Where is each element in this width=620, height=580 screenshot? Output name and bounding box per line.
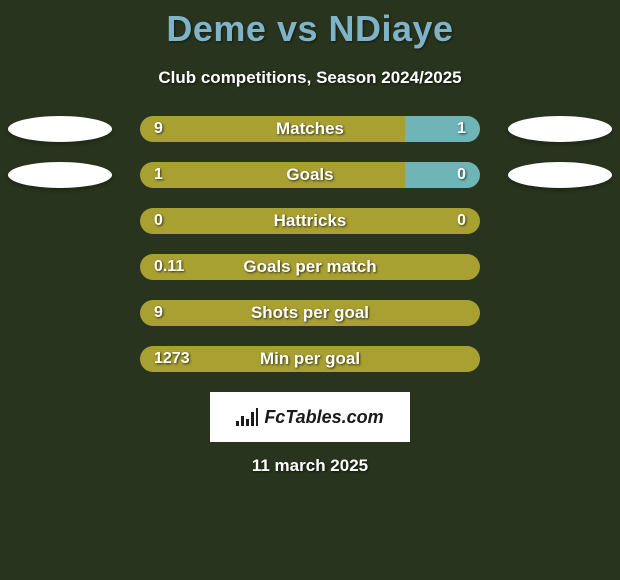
page-subtitle: Club competitions, Season 2024/2025 <box>0 68 620 88</box>
logo-box: FcTables.com <box>210 392 410 442</box>
stat-bar: 9Shots per goal <box>140 300 480 326</box>
stat-bar-right <box>405 162 480 188</box>
player-left-bubble <box>8 116 112 142</box>
stat-bar-right <box>405 116 480 142</box>
stat-row: 9Shots per goal <box>0 300 620 326</box>
stat-row: 00Hattricks <box>0 208 620 234</box>
stat-bar: 1273Min per goal <box>140 346 480 372</box>
player-right-bubble <box>508 162 612 188</box>
stat-bar-left <box>140 300 480 326</box>
page-title: Deme vs NDiaye <box>0 0 620 50</box>
stat-bar-left <box>140 208 480 234</box>
stat-bar-left <box>140 116 405 142</box>
barchart-icon <box>236 408 258 426</box>
stat-bar: 91Matches <box>140 116 480 142</box>
date-label: 11 march 2025 <box>0 456 620 476</box>
stats-container: 91Matches 10Goals 00Hattricks 0.11Goals per… <box>0 116 620 372</box>
stat-row: 10Goals <box>0 162 620 188</box>
stat-bar: 10Goals <box>140 162 480 188</box>
stat-row: 91Matches <box>0 116 620 142</box>
stat-bar-left <box>140 162 405 188</box>
stat-bar-left <box>140 254 480 280</box>
player-right-bubble <box>508 116 612 142</box>
logo-text: FcTables.com <box>264 407 383 428</box>
stat-row: 1273Min per goal <box>0 346 620 372</box>
stat-bar-left <box>140 346 480 372</box>
player-left-bubble <box>8 162 112 188</box>
stat-bar: 0.11Goals per match <box>140 254 480 280</box>
stat-row: 0.11Goals per match <box>0 254 620 280</box>
stat-bar: 00Hattricks <box>140 208 480 234</box>
